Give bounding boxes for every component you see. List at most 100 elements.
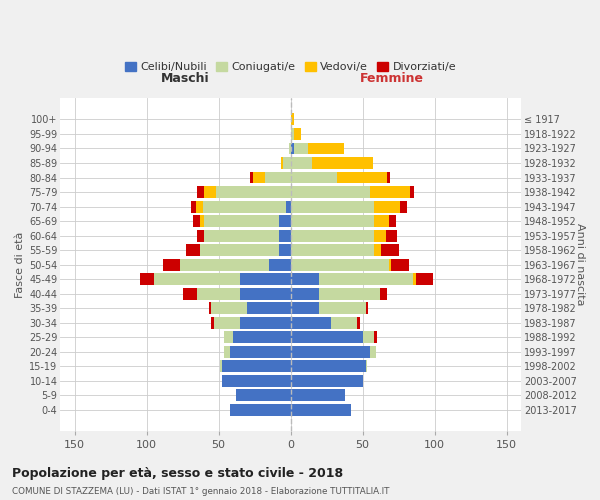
Bar: [290, 244, 374, 256]
Bar: [211, 317, 214, 328]
Bar: [290, 200, 374, 212]
Bar: [182, 288, 197, 300]
Bar: [200, 244, 279, 256]
Bar: [154, 273, 240, 285]
Bar: [290, 172, 337, 183]
Bar: [269, 258, 290, 270]
Bar: [240, 288, 290, 300]
Bar: [293, 128, 301, 140]
Bar: [365, 302, 368, 314]
Bar: [389, 258, 391, 270]
Bar: [370, 346, 376, 358]
Bar: [416, 273, 433, 285]
Bar: [290, 114, 293, 126]
Bar: [319, 288, 380, 300]
Bar: [312, 157, 373, 169]
Bar: [236, 390, 290, 402]
Bar: [290, 142, 293, 154]
Bar: [216, 186, 290, 198]
Bar: [221, 375, 290, 387]
Bar: [370, 186, 410, 198]
Bar: [214, 317, 240, 328]
Bar: [362, 332, 374, 343]
Bar: [196, 200, 203, 212]
Bar: [163, 258, 180, 270]
Bar: [410, 186, 415, 198]
Bar: [253, 172, 265, 183]
Y-axis label: Fasce di età: Fasce di età: [15, 232, 25, 298]
Bar: [290, 317, 331, 328]
Bar: [211, 302, 247, 314]
Bar: [185, 244, 200, 256]
Text: COMUNE DI STAZZEMA (LU) - Dati ISTAT 1° gennaio 2018 - Elaborazione TUTTITALIA.I: COMUNE DI STAZZEMA (LU) - Dati ISTAT 1° …: [12, 487, 389, 496]
Bar: [293, 142, 308, 154]
Bar: [319, 302, 365, 314]
Bar: [203, 200, 286, 212]
Bar: [290, 186, 370, 198]
Bar: [140, 273, 154, 285]
Text: Popolazione per età, sesso e stato civile - 2018: Popolazione per età, sesso e stato civil…: [12, 468, 343, 480]
Bar: [290, 404, 351, 416]
Bar: [230, 346, 290, 358]
Bar: [283, 157, 290, 169]
Bar: [331, 317, 357, 328]
Bar: [290, 157, 312, 169]
Bar: [337, 172, 387, 183]
Bar: [224, 346, 230, 358]
Bar: [290, 288, 319, 300]
Bar: [290, 346, 370, 358]
Bar: [380, 288, 387, 300]
Bar: [400, 200, 407, 212]
Bar: [197, 186, 204, 198]
Bar: [290, 302, 319, 314]
Text: Maschi: Maschi: [160, 72, 209, 85]
Bar: [290, 360, 365, 372]
Bar: [382, 244, 398, 256]
Bar: [265, 172, 290, 183]
Bar: [290, 215, 374, 227]
Bar: [247, 302, 290, 314]
Bar: [386, 230, 397, 241]
Bar: [290, 273, 319, 285]
Bar: [197, 288, 240, 300]
Bar: [281, 157, 283, 169]
Bar: [319, 273, 413, 285]
Bar: [250, 172, 253, 183]
Bar: [374, 332, 377, 343]
Bar: [365, 360, 367, 372]
Bar: [290, 332, 362, 343]
Bar: [413, 273, 416, 285]
Bar: [308, 142, 344, 154]
Bar: [221, 360, 290, 372]
Bar: [200, 215, 204, 227]
Bar: [387, 172, 390, 183]
Bar: [204, 215, 279, 227]
Bar: [286, 200, 290, 212]
Bar: [290, 258, 389, 270]
Bar: [193, 215, 200, 227]
Bar: [240, 273, 290, 285]
Bar: [230, 404, 290, 416]
Bar: [374, 230, 386, 241]
Bar: [240, 317, 290, 328]
Bar: [204, 230, 279, 241]
Bar: [374, 200, 400, 212]
Bar: [224, 332, 233, 343]
Bar: [290, 375, 362, 387]
Bar: [220, 360, 221, 372]
Bar: [233, 332, 290, 343]
Bar: [357, 317, 360, 328]
Bar: [289, 142, 290, 154]
Bar: [374, 215, 389, 227]
Bar: [180, 258, 269, 270]
Bar: [279, 215, 290, 227]
Bar: [290, 230, 374, 241]
Bar: [279, 244, 290, 256]
Bar: [209, 302, 211, 314]
Legend: Celibi/Nubili, Coniugati/e, Vedovi/e, Divorziati/e: Celibi/Nubili, Coniugati/e, Vedovi/e, Di…: [121, 58, 461, 76]
Bar: [204, 186, 216, 198]
Text: Femmine: Femmine: [360, 72, 424, 85]
Bar: [391, 258, 409, 270]
Bar: [197, 230, 204, 241]
Bar: [290, 390, 346, 402]
